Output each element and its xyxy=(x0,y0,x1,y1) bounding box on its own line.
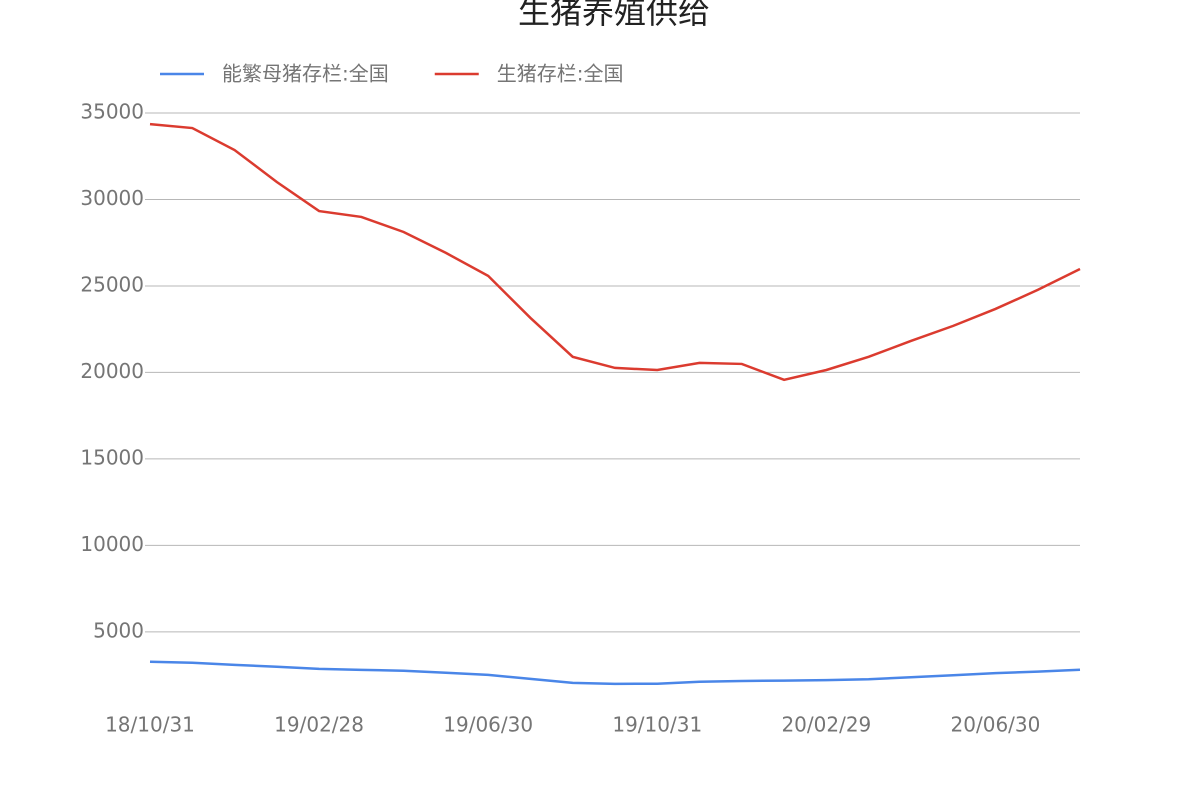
legend-label: 生猪存栏:全国 xyxy=(497,62,624,86)
x-tick-label: 20/06/30 xyxy=(951,713,1041,737)
y-tick-label: 20000 xyxy=(80,359,144,383)
x-tick-label: 20/02/29 xyxy=(781,713,871,737)
y-tick-label: 5000 xyxy=(93,618,144,642)
series-line xyxy=(149,660,1081,686)
legend-label: 能繁母猪存栏:全国 xyxy=(222,62,389,86)
x-tick-label: 19/06/30 xyxy=(443,713,533,737)
x-tick-label: 19/02/28 xyxy=(274,713,364,737)
chart-title: 生猪养殖供给 xyxy=(518,0,710,31)
y-tick-label: 15000 xyxy=(80,445,144,469)
series-line xyxy=(149,122,1081,382)
y-tick-label: 30000 xyxy=(80,186,144,210)
x-tick-label: 19/10/31 xyxy=(612,713,702,737)
y-tick-label: 35000 xyxy=(80,100,144,124)
y-tick-label: 10000 xyxy=(80,532,144,556)
x-tick-label: 18/10/31 xyxy=(105,713,195,737)
y-tick-label: 25000 xyxy=(80,272,144,296)
